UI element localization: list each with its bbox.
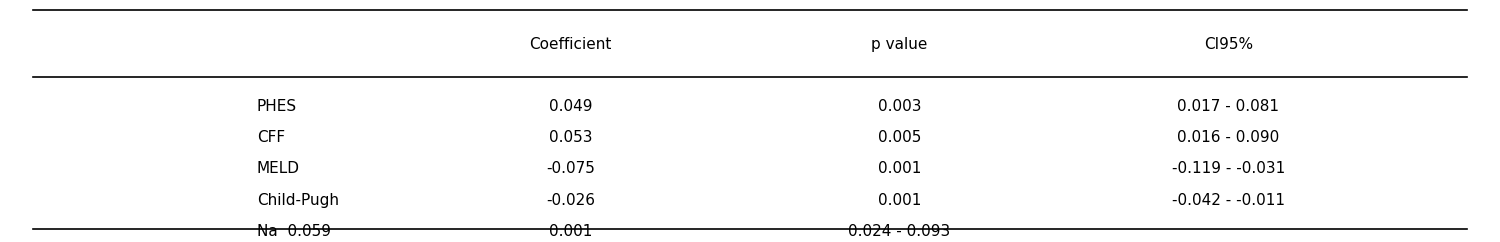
Text: -0.119 - -0.031: -0.119 - -0.031 bbox=[1172, 161, 1286, 176]
Text: p value: p value bbox=[871, 37, 927, 52]
Text: 0.001: 0.001 bbox=[549, 224, 592, 239]
Text: 0.016 - 0.090: 0.016 - 0.090 bbox=[1178, 130, 1280, 145]
Text: CFF: CFF bbox=[256, 130, 285, 145]
Text: Child-Pugh: Child-Pugh bbox=[256, 193, 339, 208]
Text: -0.042 - -0.011: -0.042 - -0.011 bbox=[1172, 193, 1284, 208]
Text: CI95%: CI95% bbox=[1203, 37, 1252, 52]
Text: 0.024 - 0.093: 0.024 - 0.093 bbox=[849, 224, 951, 239]
Text: PHES: PHES bbox=[256, 99, 297, 114]
Text: -0.075: -0.075 bbox=[546, 161, 596, 176]
Text: 0.005: 0.005 bbox=[878, 130, 921, 145]
Text: 0.003: 0.003 bbox=[878, 99, 921, 114]
Text: Na  0.059: Na 0.059 bbox=[256, 224, 332, 239]
Text: Coefficient: Coefficient bbox=[530, 37, 612, 52]
Text: 0.017 - 0.081: 0.017 - 0.081 bbox=[1178, 99, 1280, 114]
Text: 0.001: 0.001 bbox=[878, 193, 921, 208]
Text: MELD: MELD bbox=[256, 161, 300, 176]
Text: 0.001: 0.001 bbox=[878, 161, 921, 176]
Text: 0.049: 0.049 bbox=[549, 99, 592, 114]
Text: -0.026: -0.026 bbox=[546, 193, 596, 208]
Text: 0.053: 0.053 bbox=[549, 130, 592, 145]
